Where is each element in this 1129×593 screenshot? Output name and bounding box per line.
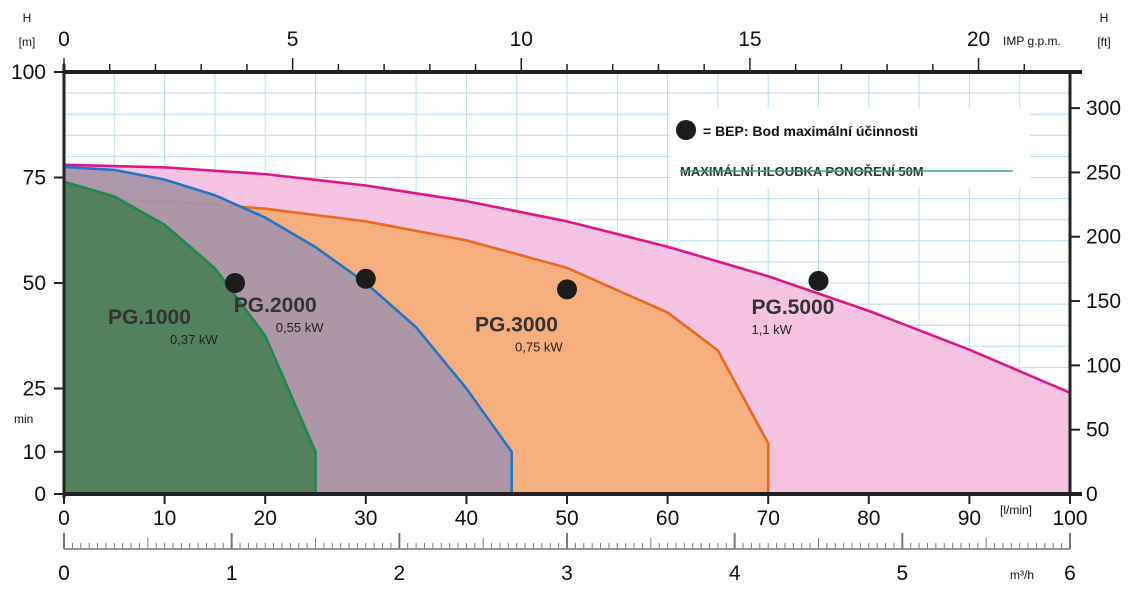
bep-marker: [557, 279, 577, 300]
secondary-tick-label: 5: [896, 562, 908, 585]
secondary-tick-label: 4: [729, 562, 741, 585]
y2-tick-label: 150: [1086, 290, 1121, 313]
y2-tick-label: 100: [1086, 354, 1121, 377]
x-unit-label: [l/min]: [1000, 503, 1032, 517]
y-tick-label: 75: [23, 167, 46, 190]
series-name-label: PG.2000: [234, 294, 317, 317]
secondary-tick-label: 6: [1064, 562, 1076, 585]
y2-tick-label: 0: [1086, 483, 1098, 506]
y2-tick-label: 200: [1086, 226, 1121, 249]
series-power-label: 1,1 kW: [752, 322, 793, 337]
x-tick-label: 20: [254, 507, 277, 530]
y-tick-label: 50: [23, 272, 46, 295]
y-unit-label-h: H: [23, 11, 32, 25]
y-unit-label-m: [m]: [19, 35, 36, 49]
series-area: [64, 181, 316, 494]
y-tick-label: 100: [11, 61, 46, 84]
y2-tick-label: 300: [1086, 97, 1121, 120]
top-tick-label: 0: [58, 28, 70, 51]
series-areas: [63, 163, 1071, 494]
top-unit-label: IMP g.p.m.: [1003, 34, 1061, 48]
series-line: [63, 180, 317, 494]
series-name-label: PG.3000: [475, 313, 558, 336]
series-line: [63, 165, 513, 494]
y-min-label: min: [14, 412, 33, 426]
bep-marker: [355, 268, 376, 289]
bep-marker: [808, 270, 829, 291]
x-tick-label: 50: [555, 507, 578, 530]
top-tick-label: 20: [967, 28, 990, 51]
x-tick-label: 0: [58, 507, 70, 530]
chart-legend: = BEP: Bod maximální účinnosti MAXIMÁLNÍ…: [670, 108, 1030, 188]
x-tick-label: 10: [153, 507, 176, 530]
secondary-tick-label: 1: [226, 562, 238, 585]
y2-unit-label-ft: [ft]: [1097, 35, 1110, 49]
top-tick-label: 15: [738, 28, 761, 51]
x-tick-label: 80: [857, 507, 880, 530]
secondary-tick-label: 3: [561, 562, 573, 585]
y2-tick-label: 50: [1086, 419, 1109, 442]
y-tick-label: 0: [34, 483, 46, 506]
series-power-label: 0,55 kW: [276, 320, 324, 335]
x-tick-label: 30: [354, 507, 377, 530]
series-name-label: PG.5000: [752, 296, 835, 319]
y-tick-label: 25: [23, 378, 46, 401]
secondary-tick-label: 2: [393, 562, 405, 585]
y2-unit-label-h: H: [1100, 11, 1109, 25]
series-name-label: PG.1000: [108, 306, 191, 329]
x-tick-label: 70: [757, 507, 780, 530]
x-tick-label: 100: [1052, 507, 1087, 530]
top-tick-label: 10: [510, 28, 533, 51]
top-tick-label: 5: [287, 28, 299, 51]
chart-axes: [54, 58, 1082, 550]
y-tick-label: 10: [23, 441, 46, 464]
secondary-tick-label: 0: [58, 562, 70, 585]
legend-bep-text: = BEP: Bod maximální účinnosti: [703, 123, 918, 139]
series-power-label: 0,37 kW: [170, 332, 218, 347]
x-tick-label: 90: [958, 507, 981, 530]
legend-bep-marker: [676, 120, 696, 140]
chart-labels: 010255075100minH[m]050100150200250300H[f…: [11, 11, 1121, 585]
bep-marker: [225, 273, 246, 293]
legend-box: [670, 108, 1030, 188]
series-power-label: 0,75 kW: [515, 339, 563, 354]
series-line: [63, 163, 1071, 394]
x-tick-label: 40: [455, 507, 478, 530]
y2-tick-label: 250: [1086, 161, 1121, 184]
secondary-unit-label: m³/h: [1010, 568, 1034, 582]
x-tick-label: 60: [656, 507, 679, 530]
